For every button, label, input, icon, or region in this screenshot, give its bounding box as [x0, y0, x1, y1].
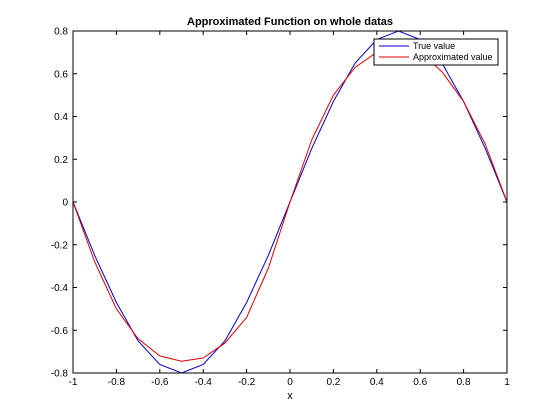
y-tick-label: 0.8: [54, 27, 68, 38]
x-tick-label: -0.6: [151, 377, 169, 388]
y-tick-label: 0.6: [54, 69, 68, 80]
y-tick-label: 0.4: [54, 112, 68, 123]
x-tick-label: 0.6: [413, 377, 427, 388]
legend-box: [373, 38, 499, 66]
x-tick-label: 0: [287, 377, 293, 388]
y-tick-label: -0.4: [51, 283, 69, 294]
x-axis-label: x: [287, 390, 293, 402]
legend-entry-1: True value: [413, 41, 455, 51]
x-tick-label: -0.2: [238, 377, 256, 388]
y-tick-label: 0: [62, 198, 68, 209]
y-tick-label: -0.8: [51, 369, 69, 380]
x-tick-label: -0.8: [108, 377, 126, 388]
x-tick-label: -1: [69, 377, 78, 388]
legend-entry-2: Approximated value: [413, 52, 493, 62]
x-tick-label: 0.2: [326, 377, 340, 388]
y-tick-label: 0.2: [54, 155, 68, 166]
y-tick-label: -0.6: [51, 326, 69, 337]
x-tick-label: -0.4: [195, 377, 213, 388]
chart-title: Approximated Function on whole datas: [187, 16, 393, 28]
x-tick-label: 1: [504, 377, 510, 388]
ticks-layer: -1 -0.8 -0.6 -0.4 -0.2 0 0.2 0.4 0.6 0.8 1-0.8-0.6…: [51, 27, 510, 389]
x-tick-label: 0.8: [457, 377, 471, 388]
x-tick-label: 0.4: [370, 377, 384, 388]
y-tick-label: -0.2: [51, 240, 69, 251]
